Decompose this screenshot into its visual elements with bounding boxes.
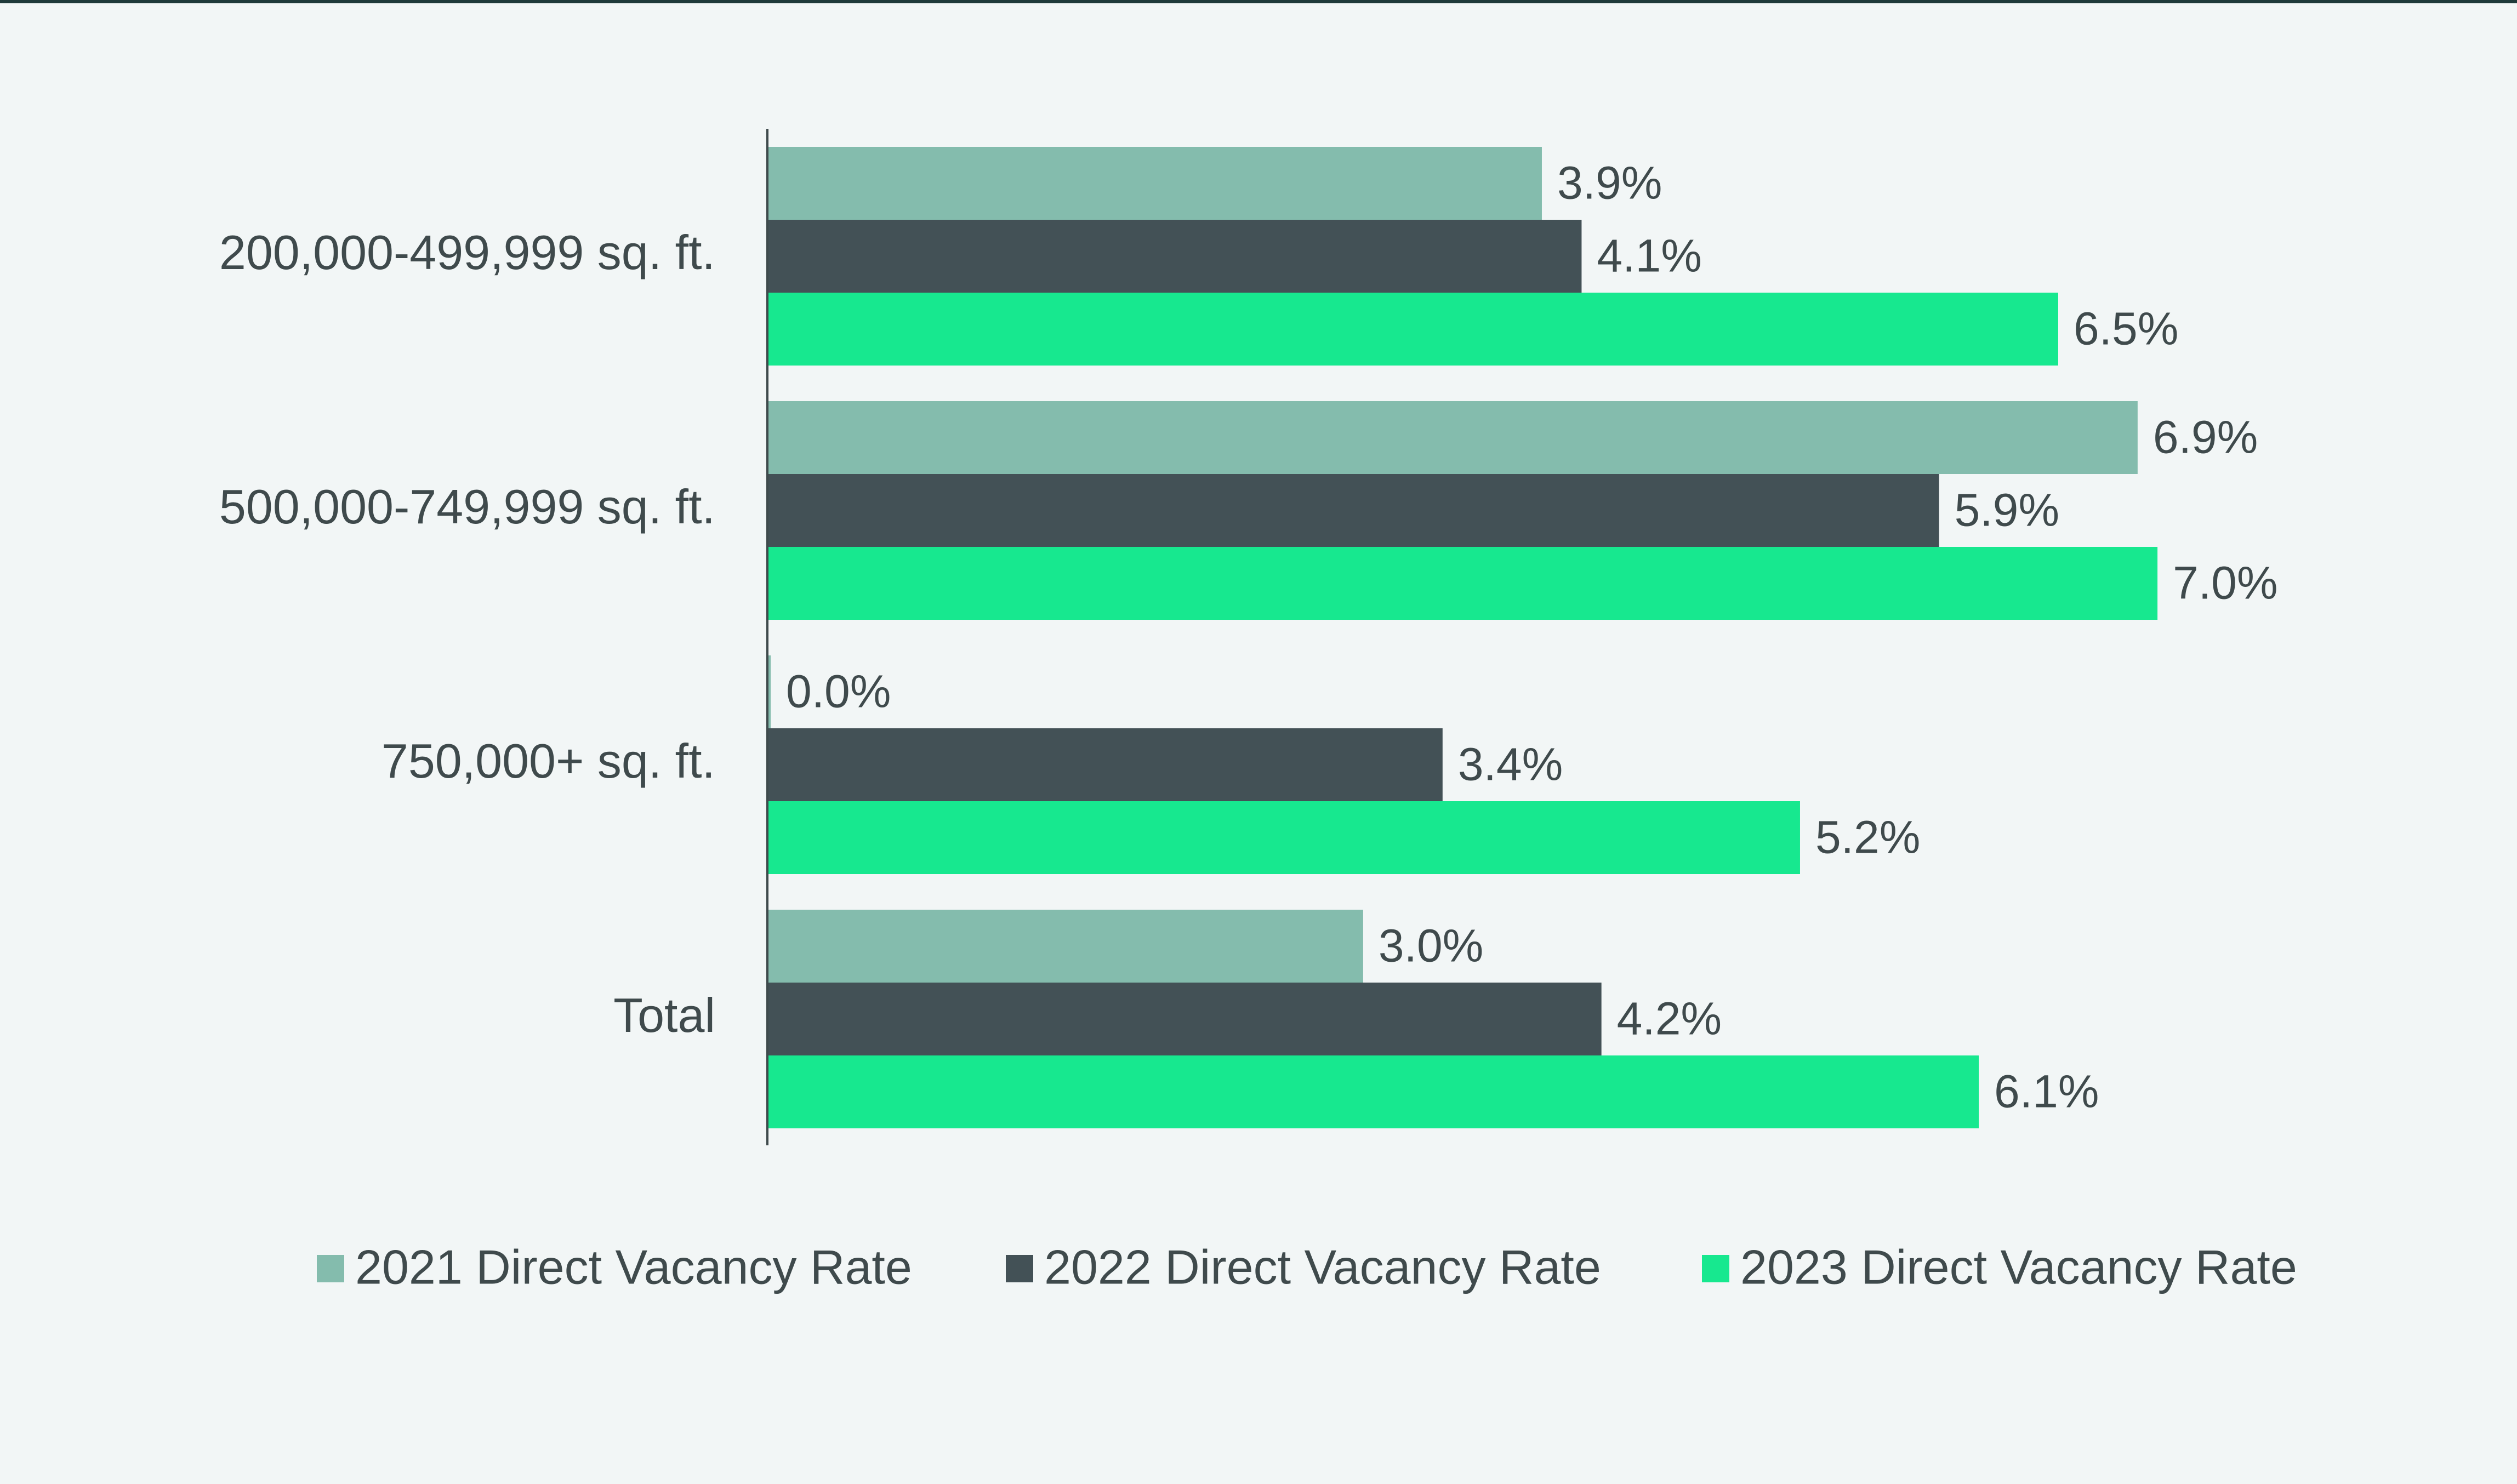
bar bbox=[767, 547, 2158, 620]
data-label: 5.9% bbox=[1955, 484, 2059, 536]
top-rule bbox=[0, 0, 2517, 3]
category-label: 500,000-749,999 sq. ft. bbox=[219, 480, 715, 534]
legend-swatch bbox=[317, 1255, 344, 1282]
category-label: 200,000-499,999 sq. ft. bbox=[219, 225, 715, 279]
legend-swatch bbox=[1702, 1255, 1729, 1282]
category-label: 750,000+ sq. ft. bbox=[381, 734, 715, 788]
bar bbox=[767, 220, 1582, 293]
data-label: 6.5% bbox=[2074, 303, 2178, 355]
bar bbox=[767, 147, 1542, 220]
category-label: Total bbox=[613, 988, 715, 1042]
bar bbox=[767, 655, 771, 728]
data-label: 6.9% bbox=[2153, 412, 2258, 463]
data-label: 3.0% bbox=[1379, 920, 1483, 972]
bar bbox=[767, 293, 2058, 366]
bar bbox=[767, 474, 1939, 547]
legend-swatch bbox=[1006, 1255, 1033, 1282]
data-label: 6.1% bbox=[1994, 1066, 2099, 1117]
legend-label: 2021 Direct Vacancy Rate bbox=[355, 1240, 912, 1294]
data-label: 0.0% bbox=[786, 666, 891, 717]
bar bbox=[767, 401, 2138, 474]
bar bbox=[767, 1055, 1979, 1128]
data-label: 5.2% bbox=[1815, 812, 1920, 863]
data-label: 4.1% bbox=[1597, 230, 1701, 282]
bar bbox=[767, 801, 1800, 874]
bar bbox=[767, 910, 1363, 983]
data-label: 4.2% bbox=[1617, 993, 1722, 1044]
bar bbox=[767, 728, 1443, 801]
data-label: 3.9% bbox=[1557, 157, 1662, 209]
bar bbox=[767, 983, 1602, 1055]
data-label: 3.4% bbox=[1458, 739, 1563, 790]
legend-label: 2023 Direct Vacancy Rate bbox=[1740, 1240, 2297, 1294]
data-label: 7.0% bbox=[2173, 557, 2277, 609]
legend-label: 2022 Direct Vacancy Rate bbox=[1044, 1240, 1601, 1294]
